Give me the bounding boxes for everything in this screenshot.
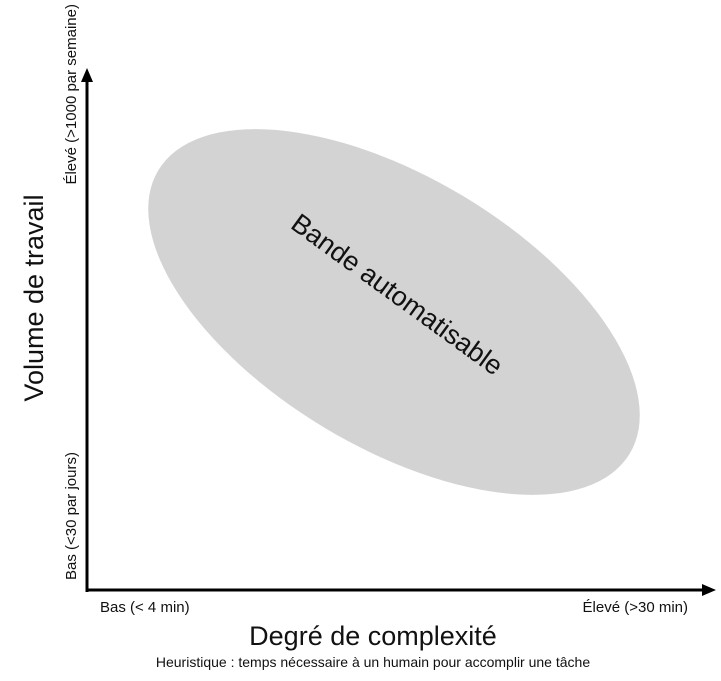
automatable-band	[148, 129, 640, 495]
x-axis-arrowhead	[702, 584, 716, 596]
y-axis-title: Volume de travail	[19, 194, 49, 401]
y-axis-arrowhead	[81, 68, 93, 82]
x-axis-note: Heuristique : temps nécessaire à un huma…	[156, 654, 590, 670]
y-axis-low-label: Bas (<30 par jours)	[63, 452, 80, 580]
x-axis-title: Degré de complexité	[249, 621, 497, 651]
x-axis-low-label: Bas (< 4 min)	[100, 599, 190, 616]
x-axis-high-label: Élevé (>30 min)	[583, 599, 688, 616]
y-axis-high-label: Élevé (>1000 par semaine)	[63, 4, 80, 185]
